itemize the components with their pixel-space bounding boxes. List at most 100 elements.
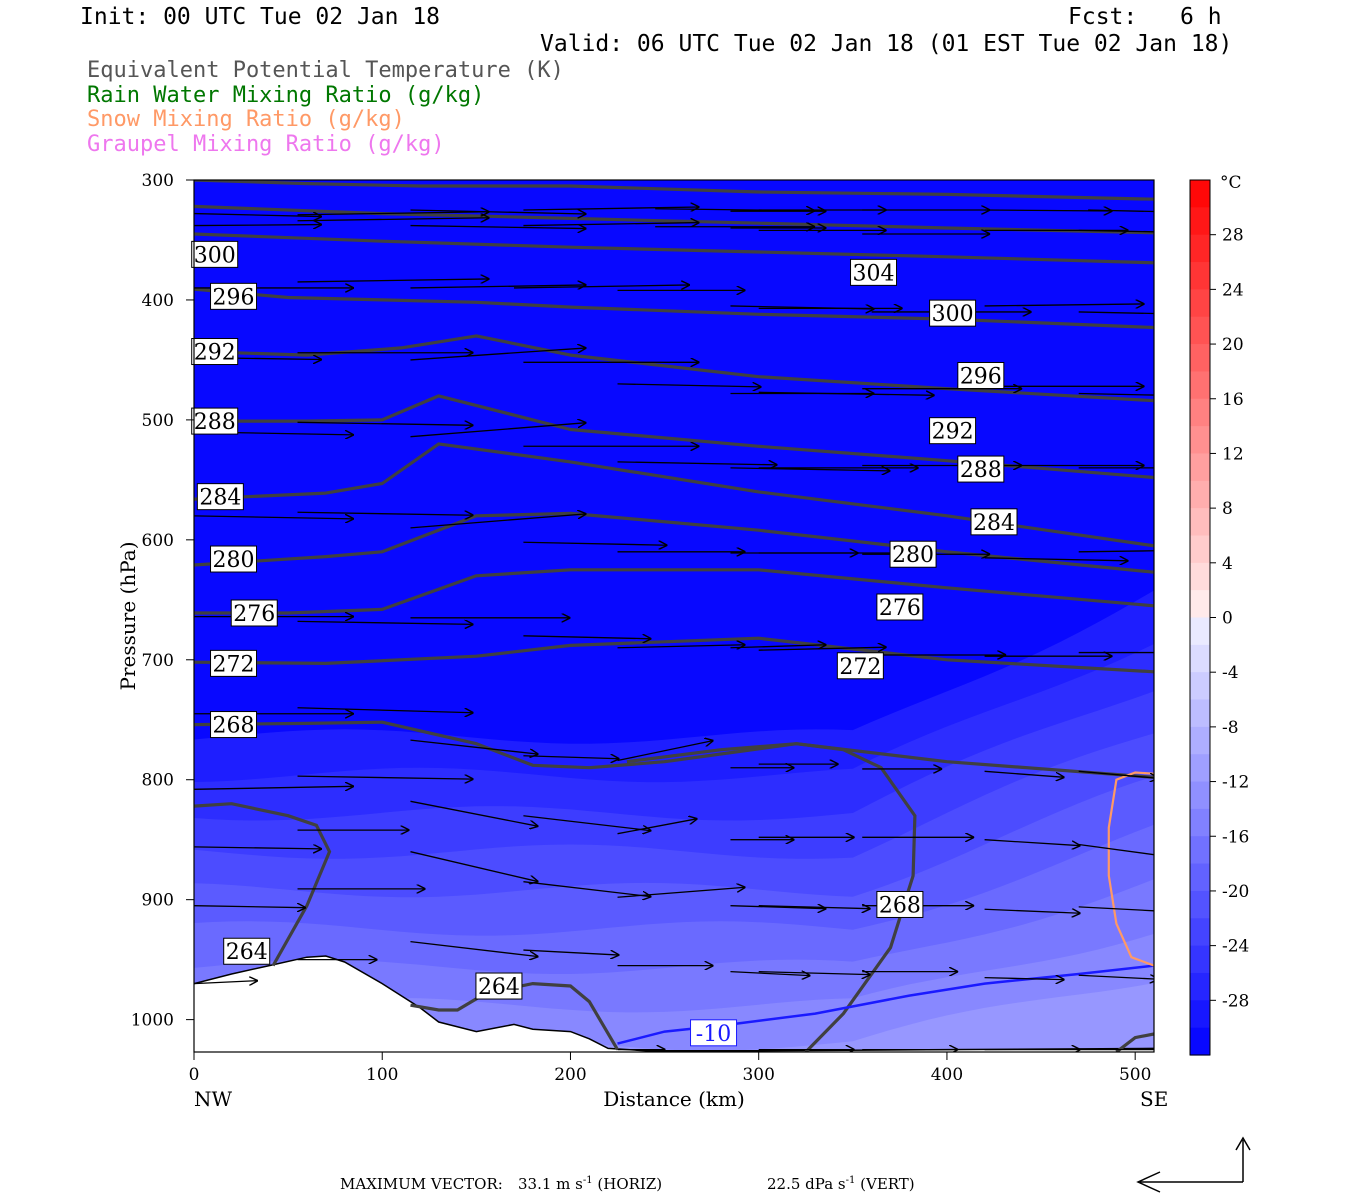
- colorbar-tick-label: -4: [1222, 663, 1239, 683]
- colorbar-tick-label: 20: [1222, 335, 1244, 355]
- colorbar-segment: [1190, 972, 1210, 1001]
- wind-vector: [523, 207, 699, 210]
- x-tick-label: 500: [1119, 1065, 1151, 1085]
- theta-e-label-box: [210, 711, 258, 739]
- wind-vector: [1078, 229, 1154, 233]
- init-time: Init: 00 UTC Tue 02 Jan 18: [80, 4, 441, 30]
- theta-e-label: 268: [213, 714, 255, 739]
- colorbar-tick-label: -12: [1222, 773, 1249, 793]
- theta-e-contour: [194, 720, 1154, 779]
- max-vector-vert: 22.5 dPa s-1 (VERT): [767, 1175, 915, 1193]
- wind-vector: [194, 786, 354, 789]
- wind-vector: [617, 384, 762, 387]
- wind-vector: [523, 756, 619, 759]
- colorbar-segment: [1190, 180, 1210, 208]
- y-tick-label: 900: [142, 891, 174, 911]
- wind-vector: [410, 285, 586, 288]
- wind-vector: [194, 225, 322, 226]
- wind-vector: [984, 770, 1065, 777]
- theta-e-label: 300: [932, 302, 974, 327]
- colorbar-segment: [1190, 344, 1210, 372]
- wind-vector: [1078, 550, 1154, 553]
- colorbar-segment: [1190, 863, 1210, 892]
- contour-labels: 300 296 292 288 284 280 276 272 268 264 264 304 300 2…: [191, 240, 1018, 1047]
- colorbar-segment: [1190, 316, 1210, 345]
- wind-vector: [410, 226, 586, 229]
- wind-vector: [297, 707, 474, 713]
- theta-e-contour: [194, 204, 1154, 235]
- colorbar-segment: [1190, 945, 1210, 974]
- colorbar-segment: [1190, 398, 1210, 427]
- wind-vector: [758, 647, 887, 650]
- wind-vector: [194, 906, 306, 908]
- colorbar-segment: [1190, 562, 1210, 591]
- x-tick-label: 100: [366, 1065, 398, 1085]
- wind-vector: [297, 218, 490, 221]
- theta-e-label: 304: [853, 261, 895, 286]
- wind-vector: [410, 851, 538, 882]
- wind-vector: [1078, 843, 1154, 856]
- colorbar-segment: [1190, 535, 1210, 564]
- wind-vector: [984, 839, 1081, 846]
- theta-e-label: 284: [973, 511, 1015, 536]
- wind-vector: [730, 972, 810, 976]
- theta-e-label: 292: [194, 341, 236, 366]
- colorbar-tick-label: -16: [1222, 827, 1249, 847]
- theta-e-label-box: [850, 258, 898, 286]
- plot-frame: [193, 179, 1155, 1053]
- colorbar-tick-label: -28: [1222, 991, 1249, 1011]
- theta-e-label-box: [475, 972, 523, 1000]
- x-end-label-left: NW: [194, 1087, 233, 1111]
- wind-vector: [297, 422, 474, 425]
- wind-vectors: [194, 207, 1154, 1050]
- theta-e-contour: [194, 802, 332, 967]
- theta-e-label: 264: [478, 975, 520, 1000]
- theta-e-contour: [194, 180, 1154, 201]
- colorbar-tick-label: -8: [1222, 718, 1239, 738]
- theta-e-label: 288: [960, 458, 1002, 483]
- legend-snow: Snow Mixing Ratio (g/kg): [87, 107, 405, 132]
- wind-vector: [297, 776, 474, 779]
- theta-e-label: 280: [213, 548, 255, 573]
- wind-vector: [410, 800, 538, 826]
- wind-vector: [617, 887, 746, 898]
- temperature-label-box: [690, 1019, 738, 1047]
- theta-e-contour: [194, 568, 1154, 615]
- theta-e-label-box: [230, 599, 278, 627]
- colorbar-segment: [1190, 234, 1210, 263]
- colorbar-unit: °C: [1220, 173, 1242, 193]
- terrain-line: [194, 955, 1154, 1052]
- wind-vector: [1078, 975, 1154, 979]
- wind-vector: [1078, 770, 1154, 778]
- wind-vector: [1078, 392, 1154, 396]
- theta-e-contour: [194, 287, 1154, 330]
- colorbar-segment: [1190, 808, 1210, 837]
- wind-vector: [758, 906, 871, 909]
- wind-vector: [730, 468, 890, 471]
- colorbar-tick-label: -20: [1222, 882, 1249, 902]
- wind-vector: [513, 285, 690, 288]
- theta-e-label: 296: [960, 365, 1002, 390]
- colorbar-segment: [1190, 480, 1210, 509]
- theta-e-label: 272: [213, 652, 255, 677]
- wind-vector: [410, 348, 586, 361]
- wind-vector: [410, 739, 538, 754]
- wind-vector: [410, 210, 586, 214]
- theta-e-label-box: [223, 937, 271, 965]
- wind-vector: [297, 279, 490, 282]
- x-tick-label: 200: [554, 1065, 586, 1085]
- terrain: [194, 955, 1154, 1052]
- x-tick-label: 300: [742, 1065, 774, 1085]
- theta-e-label-box: [210, 545, 258, 573]
- theta-e-label-box: [191, 407, 239, 435]
- theta-e-contour: [194, 232, 1154, 265]
- theta-e-label-box: [929, 299, 977, 327]
- colorbar-segment: [1190, 836, 1210, 865]
- theta-e-label-box: [957, 455, 1005, 483]
- colorbar-segment: [1190, 371, 1210, 400]
- wind-vector: [523, 815, 651, 831]
- theta-e-contour: [1115, 1032, 1154, 1052]
- theta-e-contours: [194, 180, 1154, 1052]
- theta-e-label-box: [876, 593, 924, 621]
- colorbar-segment: [1190, 644, 1210, 673]
